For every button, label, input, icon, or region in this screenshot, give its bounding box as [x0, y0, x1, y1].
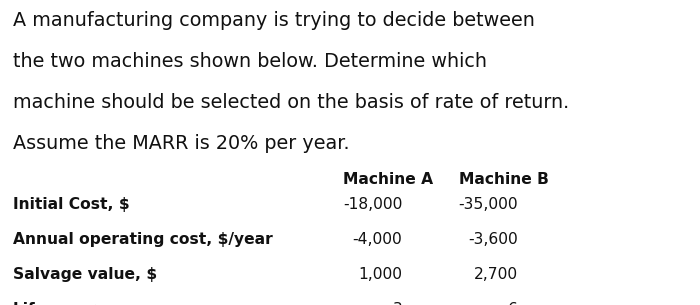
Text: A manufacturing company is trying to decide between: A manufacturing company is trying to dec…	[13, 11, 535, 30]
Text: Machine B: Machine B	[459, 172, 549, 187]
Text: Initial Cost, $: Initial Cost, $	[13, 197, 130, 212]
Text: the two machines shown below. Determine which: the two machines shown below. Determine …	[13, 52, 486, 71]
Text: Machine A: Machine A	[344, 172, 433, 187]
Text: Annual operating cost, $/year: Annual operating cost, $/year	[13, 232, 272, 247]
Text: 1,000: 1,000	[358, 267, 402, 282]
Text: -35,000: -35,000	[458, 197, 518, 212]
Text: 3: 3	[393, 302, 402, 305]
Text: -3,600: -3,600	[468, 232, 518, 247]
Text: Salvage value, $: Salvage value, $	[13, 267, 157, 282]
Text: Life, years: Life, years	[13, 302, 104, 305]
Text: -18,000: -18,000	[343, 197, 402, 212]
Text: -4,000: -4,000	[353, 232, 402, 247]
Text: Assume the MARR is 20% per year.: Assume the MARR is 20% per year.	[13, 134, 349, 153]
Text: 6: 6	[508, 302, 518, 305]
Text: machine should be selected on the basis of rate of return.: machine should be selected on the basis …	[13, 93, 569, 112]
Text: 2,700: 2,700	[474, 267, 518, 282]
